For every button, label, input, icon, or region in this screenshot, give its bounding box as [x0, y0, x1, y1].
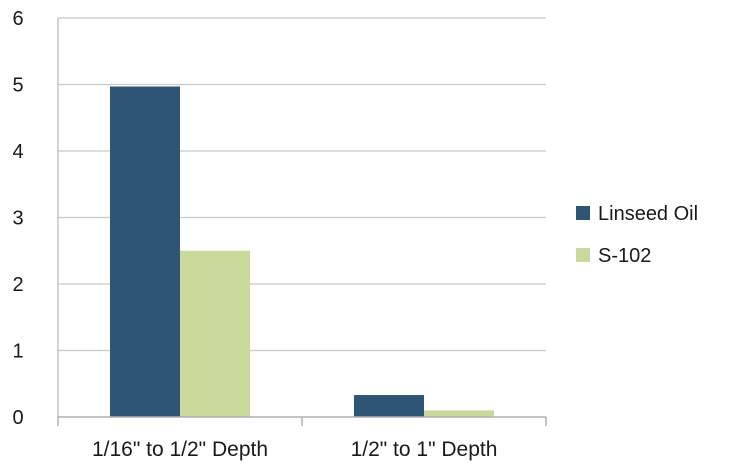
legend-swatch	[576, 248, 590, 262]
legend-label: Linseed Oil	[598, 203, 698, 225]
legend-label: S-102	[598, 245, 651, 267]
y-tick-label: 5	[12, 75, 23, 97]
bar	[424, 410, 494, 417]
legend: Linseed Oil S-102	[576, 203, 698, 267]
y-tick-label: 2	[12, 274, 23, 296]
y-tick-label: 6	[12, 8, 23, 30]
y-tick-label: 1	[12, 341, 23, 363]
x-axis: 1/16" to 1/2" Depth 1/2" to 1" Depth	[57, 18, 547, 461]
y-tick-label: 0	[12, 407, 23, 429]
y-tick-label: 4	[12, 141, 23, 163]
y-axis-ticks: 0 1 2 3 4 5 6	[12, 8, 23, 429]
bar	[110, 86, 180, 418]
y-tick-label: 3	[12, 208, 23, 230]
legend-swatch	[576, 206, 590, 220]
x-category-label: 1/16" to 1/2" Depth	[92, 438, 268, 461]
bar	[354, 395, 424, 417]
bar	[180, 250, 250, 417]
x-category-label: 1/2" to 1" Depth	[351, 438, 498, 461]
bars	[110, 86, 494, 418]
